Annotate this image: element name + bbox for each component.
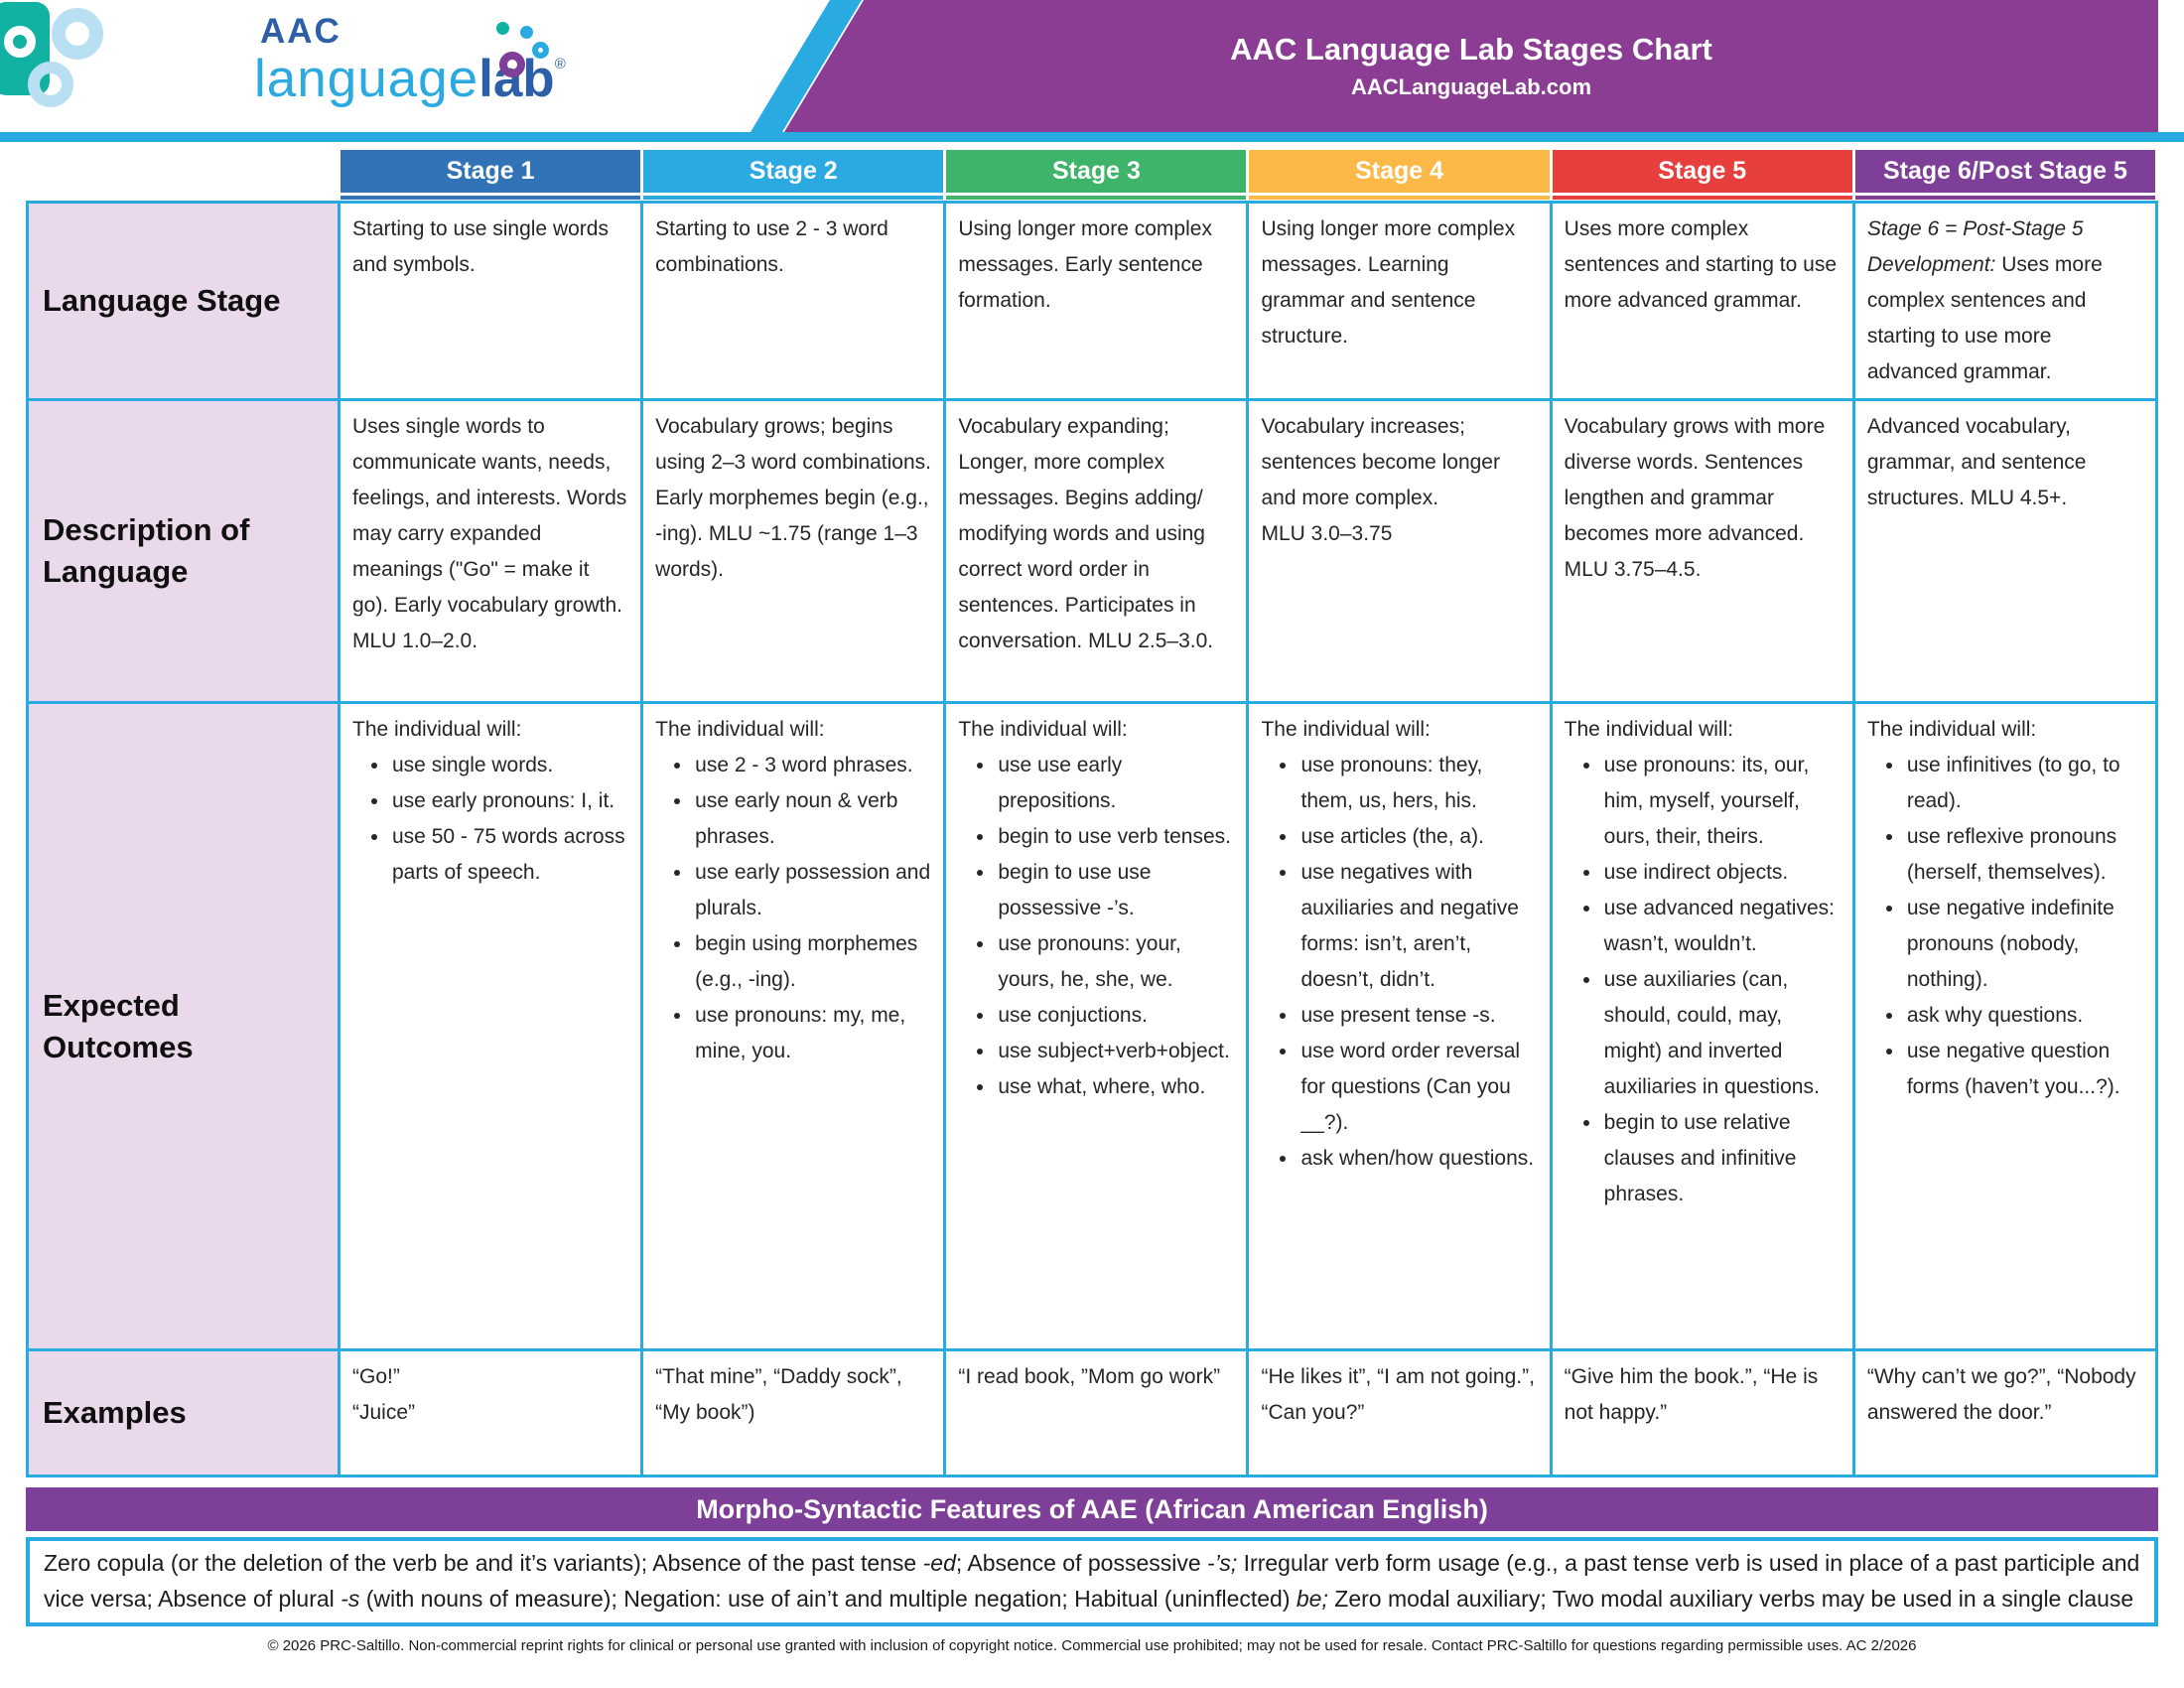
outcome-item: use pronouns: your, yours, he, she, we. [996,926,1234,998]
outcomes-list: use 2 - 3 word phrases.use early noun & … [655,748,931,1069]
stages-chart-table: Language Stage Starting to use single wo… [26,201,2158,1477]
stage-header-row: Stage 1 Stage 2 Stage 3 Stage 4 Stage 5 … [341,150,2156,200]
page-header: AAC languagelab® AAC Language Lab Stages… [0,0,2184,142]
outcome-item: begin to use relative clauses and infini… [1602,1105,1841,1212]
stage-4-header: Stage 4 [1249,150,1550,200]
description-cell-5: Vocabulary grows with more diverse words… [1552,401,1852,701]
stage-2-header: Stage 2 [643,150,944,200]
logo-dot-icon [520,26,533,39]
registered-mark: ® [554,56,566,72]
expected-outcomes-cell-2: The individual will: use 2 - 3 word phra… [643,704,944,1348]
expected-outcomes-cell-4: The individual will: use pronouns: they,… [1249,704,1550,1348]
outcome-item: use pronouns: my, me, mine, you. [693,998,931,1069]
outcome-item: use pronouns: its, our, him, myself, you… [1602,748,1841,855]
outcomes-list: use use early prepositions.begin to use … [958,748,1234,1105]
outcome-item: use use early prepositions. [996,748,1234,819]
examples-cell-4: “He likes it”, “I am not going.”, “Can y… [1249,1351,1550,1475]
outcome-item: use early possession and plurals. [693,855,931,926]
logo-language-text: language [254,50,479,108]
row-label-examples: Examples [29,1351,338,1475]
description-cell-4: Vocabulary increases; sentences become l… [1249,401,1550,701]
description-cell-1: Uses single words to communicate wants, … [341,401,641,701]
outcome-item: use what, where, who. [996,1069,1234,1105]
stage-5-header: Stage 5 [1552,150,1853,200]
outcome-item: use 50 - 75 words across parts of speech… [390,819,628,891]
outcome-item: use advanced negatives: wasn’t, wouldn’t… [1602,891,1841,962]
expected-outcomes-cell-5: The individual will: use pronouns: its, … [1552,704,1852,1348]
outcome-item: begin to use use possessive -’s. [996,855,1234,926]
title-banner: AAC Language Lab Stages Chart AACLanguag… [784,0,2158,132]
examples-cell-1: “Go!” “Juice” [341,1351,641,1475]
description-cell-2: Vocabulary grows; begins using 2–3 word … [643,401,944,701]
outcome-item: use subject+verb+object. [996,1034,1234,1069]
outcomes-intro: The individual will: [655,718,825,741]
row-label-language-stage: Language Stage [29,204,338,398]
outcomes-intro: The individual will: [1261,718,1431,741]
aae-section-banner: Morpho-Syntactic Features of AAE (Africa… [26,1487,2158,1531]
stage-3-header: Stage 3 [946,150,1247,200]
language-stage-cell-5: Uses more complex sentences and starting… [1552,204,1852,398]
language-stage-cell-6: Stage 6 = Post-Stage 5 Development: Uses… [1854,204,2155,398]
examples-cell-5: “Give him the book.”, “He is not happy.” [1552,1351,1852,1475]
examples-cell-3: “I read book, ”Mom go work” [946,1351,1247,1475]
outcomes-list: use pronouns: they, them, us, hers, his.… [1261,748,1537,1177]
language-stage-cell-1: Starting to use single words and symbols… [341,204,641,398]
outcome-item: use conjuctions. [996,998,1234,1034]
outcome-item: use word order reversal for questions (C… [1298,1034,1537,1141]
outcome-item: use auxiliaries (can, should, could, may… [1602,962,1841,1105]
row-label-expected-outcomes: Expected Outcomes [29,704,338,1348]
corner-ring-icon [4,26,36,58]
description-cell-3: Vocabulary expanding; Longer, more compl… [946,401,1247,701]
expected-outcomes-cell-1: The individual will: use single words.us… [341,704,641,1348]
expected-outcomes-cell-3: The individual will: use use early prepo… [946,704,1247,1348]
copyright-footer: © 2026 PRC-Saltillo. Non-commercial repr… [267,1637,1917,1654]
logo-ring-icon [499,52,525,77]
stage-6-header: Stage 6/Post Stage 5 [1854,150,2156,200]
outcome-item: use present tense -s. [1298,998,1537,1034]
outcome-item: use early pronouns: I, it. [390,783,628,819]
logo-aac-text: AAC [260,12,341,51]
corner-ring-icon [28,62,73,107]
language-stage-cell-4: Using longer more complex messages. Lear… [1249,204,1550,398]
outcomes-intro: The individual will: [1564,718,1734,741]
stage-1-header: Stage 1 [341,150,641,200]
header-divider-bar [0,132,2184,142]
outcome-item: use pronouns: they, them, us, hers, his. [1298,748,1537,819]
outcome-item: use single words. [390,748,628,783]
language-stage-cell-2: Starting to use 2 - 3 word combinations. [643,204,944,398]
corner-ring-icon [52,8,103,60]
outcomes-list: use pronouns: its, our, him, myself, you… [1565,748,1841,1212]
outcome-item: use infinitives (to go, to read). [1905,748,2143,819]
description-cell-6: Advanced vocabulary, grammar, and senten… [1854,401,2155,701]
outcomes-list: use single words.use early pronouns: I, … [352,748,628,891]
outcome-item: use 2 - 3 word phrases. [693,748,931,783]
page-subtitle: AACLanguageLab.com [1350,74,1592,99]
outcome-item: use negatives with auxiliaries and negat… [1298,855,1537,998]
outcome-item: use articles (the, a). [1298,819,1537,855]
outcome-item: use negative question forms (haven’t you… [1905,1034,2143,1105]
outcomes-intro: The individual will: [352,718,522,741]
outcomes-list: use infinitives (to go, to read).use ref… [1867,748,2143,1105]
page-title: AAC Language Lab Stages Chart [1230,32,1712,67]
outcomes-intro: The individual will: [958,718,1128,741]
outcome-item: use indirect objects. [1602,855,1841,891]
outcome-item: use negative indefinite pronouns (nobody… [1905,891,2143,998]
aae-features-text: Zero copula (or the deletion of the verb… [26,1537,2158,1626]
outcome-item: ask why questions. [1905,998,2143,1034]
language-stage-cell-3: Using longer more complex messages. Earl… [946,204,1247,398]
outcome-item: begin using morphemes (e.g., -ing). [693,926,931,998]
logo-ring-icon [532,42,549,59]
outcome-item: ask when/how questions. [1298,1141,1537,1177]
row-label-description: Description of Language [29,401,338,701]
outcomes-intro: The individual will: [1866,718,2037,741]
logo-dot-icon [496,22,509,35]
outcome-item: use early noun & verb phrases. [693,783,931,855]
expected-outcomes-cell-6: The individual will: use infinitives (to… [1854,704,2155,1348]
outcome-item: use reflexive pronouns (herself, themsel… [1905,819,2143,891]
outcome-item: begin to use verb tenses. [996,819,1234,855]
examples-cell-6: “Why can’t we go?”, “Nobody answered the… [1854,1351,2155,1475]
examples-cell-2: “That mine”, “Daddy sock”, “My book”) [643,1351,944,1475]
